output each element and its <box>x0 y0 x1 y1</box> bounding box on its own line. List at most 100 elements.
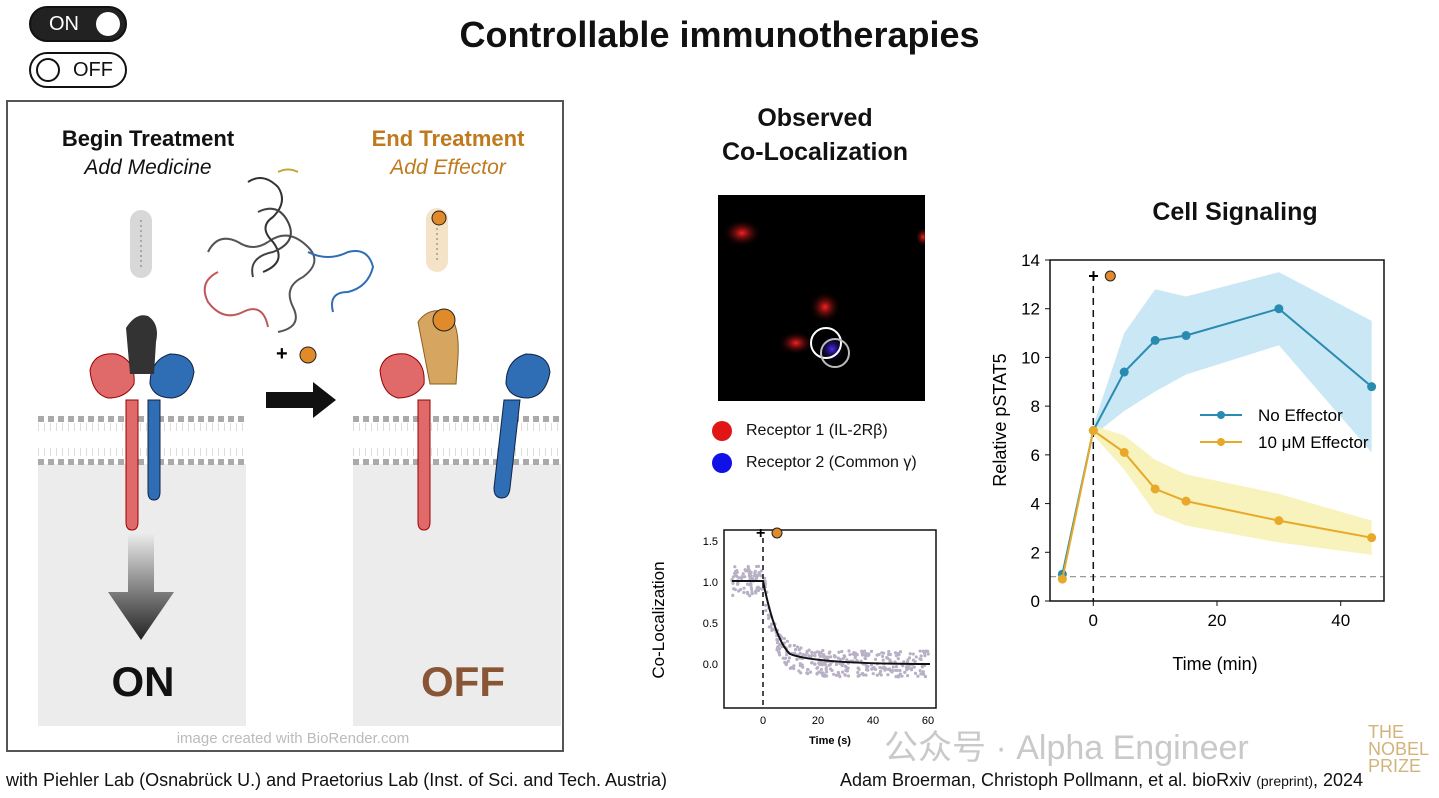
scatter-point <box>799 646 803 650</box>
scatter-point <box>775 640 780 645</box>
scatter-point <box>908 652 912 656</box>
scatter-point <box>909 668 914 672</box>
scatter-point <box>793 648 798 652</box>
scatter-point <box>806 667 810 672</box>
scatter-point <box>898 668 902 673</box>
scatter-point <box>911 652 915 656</box>
legend-receptor2-label: Receptor 2 (Common γ) <box>746 454 917 471</box>
scatter-point <box>832 672 836 676</box>
end-subheading: Add Effector <box>390 156 506 179</box>
scatter-point <box>878 671 882 676</box>
scatter-point <box>842 654 846 658</box>
colocalization-chart: Co-Localization 0.0 0.5 1.0 1.5 0 20 40 … <box>649 525 937 747</box>
scatter-point <box>881 658 885 662</box>
scatter-point <box>808 670 813 674</box>
off-toggle[interactable]: OFF <box>29 52 127 88</box>
legend-effector-icon <box>1217 438 1225 446</box>
microscopy-image <box>718 195 925 401</box>
scatter-point <box>778 642 782 647</box>
y-tick-label: 12 <box>1021 300 1040 319</box>
toggle-knob-icon <box>96 12 120 36</box>
scatter-point <box>742 590 746 595</box>
slide-title: Controllable immunotherapies <box>459 14 980 55</box>
scatter-point <box>799 671 803 675</box>
scatter-point <box>798 651 802 655</box>
on-toggle-label: ON <box>49 12 79 35</box>
coloc-ytick: 0.0 <box>703 659 718 671</box>
scatter-point <box>766 613 771 617</box>
scatter-point <box>853 653 857 657</box>
scatter-point <box>792 666 796 671</box>
scatter-point <box>805 651 809 655</box>
scatter-point <box>845 658 849 662</box>
scatter-point <box>907 664 911 668</box>
medicine-molecule <box>130 210 152 278</box>
scatter-point <box>749 570 753 574</box>
scatter-point <box>819 667 823 672</box>
data-point <box>1367 533 1377 543</box>
scatter-point <box>918 669 922 673</box>
y-tick-label: 2 <box>1031 543 1040 562</box>
footer-citation-preprint: (preprint) <box>1256 773 1313 789</box>
scatter-point <box>733 565 737 569</box>
scatter-point <box>923 674 928 679</box>
scatter-point <box>918 657 922 661</box>
scatter-point <box>836 656 840 660</box>
scatter-point <box>792 643 796 648</box>
scatter-point <box>874 667 878 671</box>
scatter-point <box>813 654 817 658</box>
scatter-point <box>792 651 797 655</box>
scatter-point <box>882 665 887 670</box>
coloc-yticks: 0.0 0.5 1.0 1.5 <box>703 536 718 671</box>
scatter-point <box>920 665 925 669</box>
scatter-point <box>827 651 831 655</box>
toggle-knob-icon <box>36 58 60 82</box>
scatter-point <box>758 586 762 591</box>
scatter-point <box>770 622 774 626</box>
nobel-logo: THE NOBEL PRIZE <box>1368 722 1429 775</box>
watermark-text: 公众号 · Alpha Engineer <box>884 729 1249 767</box>
scatter-point <box>815 650 819 654</box>
scatter-point <box>828 662 832 667</box>
nobel-logo-line1: THE <box>1368 722 1404 742</box>
effector-small-icon <box>299 346 317 364</box>
membrane-right <box>353 416 561 465</box>
scatter-point <box>817 653 822 657</box>
coloc-xtick: 60 <box>922 715 934 727</box>
scatter-point <box>829 655 833 659</box>
scatter-point <box>844 668 848 673</box>
scatter-point <box>922 672 926 676</box>
y-tick-label: 8 <box>1031 397 1040 416</box>
begin-subheading: Add Medicine <box>84 156 212 179</box>
off-toggle-label: OFF <box>73 58 113 81</box>
scatter-point <box>778 653 782 657</box>
scatter-point <box>838 675 842 679</box>
scatter-point <box>762 576 767 580</box>
scatter-point <box>912 665 916 669</box>
bound-medicine <box>126 315 157 374</box>
cell-signaling-chart: Relative pSTAT5 Time (min) +0 2 4 6 8 10 12 14 0… <box>990 251 1385 674</box>
data-point <box>1181 496 1191 506</box>
scatter-point <box>898 672 902 676</box>
scatter-point <box>743 568 747 572</box>
scatter-point <box>759 569 763 573</box>
scatter-point <box>883 668 887 672</box>
scatter-point <box>825 670 829 674</box>
scatter-point <box>766 616 771 621</box>
on-toggle[interactable]: ON <box>29 6 127 42</box>
scatter-point <box>754 589 758 593</box>
scatter-point <box>750 592 754 596</box>
coloc-ytick: 1.5 <box>703 536 718 548</box>
scatter-point <box>800 663 804 667</box>
signaling-axes <box>1049 259 1385 602</box>
scatter-point <box>893 651 898 655</box>
data-point <box>1119 367 1129 377</box>
scatter-point <box>919 672 923 676</box>
scatter-point <box>792 664 796 668</box>
x-tick-label: 20 <box>1208 611 1227 630</box>
scatter-point <box>863 657 868 661</box>
scatter-point <box>923 654 927 658</box>
receptor1-head-left <box>89 353 135 399</box>
scatter-point <box>804 653 808 657</box>
coloc-ytick: 1.0 <box>703 577 718 589</box>
